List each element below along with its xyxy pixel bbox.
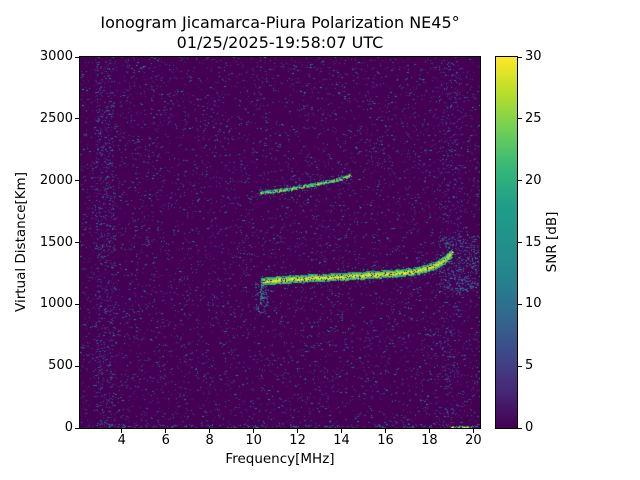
y-tick-label: 0	[64, 420, 73, 435]
y-tick-mark	[75, 242, 79, 243]
y-tick-mark	[75, 303, 79, 305]
colorbar-tick-label: 30	[525, 49, 542, 64]
x-tick-mark	[253, 429, 255, 433]
colorbar-tick-mark	[518, 365, 522, 367]
x-tick-mark	[297, 429, 299, 433]
colorbar-tick-label: 0	[525, 420, 534, 435]
colorbar-label: SNR [dB]	[544, 211, 560, 273]
x-tick-mark	[472, 429, 474, 433]
x-tick-mark	[209, 429, 211, 433]
x-tick-label: 10	[245, 433, 262, 448]
y-tick-mark	[75, 427, 79, 429]
x-tick-label: 4	[117, 433, 126, 448]
y-tick-label: 1500	[39, 234, 73, 250]
y-tick-label: 2500	[39, 110, 73, 126]
colorbar-gradient	[496, 57, 517, 428]
colorbar-tick-mark	[518, 427, 522, 429]
x-tick-label: 16	[377, 433, 394, 448]
y-tick-mark	[75, 56, 79, 58]
chart-title: Ionogram Jicamarca-Piura Polarization NE…	[100, 13, 460, 32]
x-tick-mark	[428, 429, 430, 433]
colorbar-tick-label: 10	[525, 296, 542, 312]
x-tick-mark	[121, 429, 123, 433]
colorbar-tick-mark	[518, 303, 522, 305]
ionogram-heatmap	[80, 57, 480, 428]
x-axis-label: Frequency[MHz]	[225, 451, 335, 467]
x-tick-mark	[165, 429, 167, 433]
y-tick-mark	[75, 180, 79, 182]
y-tick-label: 3000	[39, 49, 73, 64]
colorbar-tick-mark	[518, 118, 522, 120]
chart-subtitle: 01/25/2025-19:58:07 UTC	[176, 33, 384, 52]
y-tick-label: 1000	[39, 296, 73, 312]
x-tick-label: 6	[161, 433, 170, 448]
y-tick-label: 2000	[39, 172, 73, 188]
colorbar	[495, 56, 518, 429]
colorbar-tick-mark	[518, 56, 522, 58]
x-tick-label: 8	[205, 433, 214, 448]
x-tick-label: 12	[289, 433, 306, 448]
x-tick-label: 14	[333, 433, 350, 448]
plot-area	[79, 56, 481, 429]
y-tick-mark	[75, 365, 79, 367]
y-tick-mark	[75, 118, 79, 120]
x-tick-mark	[341, 429, 343, 433]
y-tick-label: 500	[48, 358, 73, 374]
x-tick-mark	[384, 429, 386, 433]
colorbar-tick-mark	[518, 242, 522, 243]
colorbar-tick-mark	[518, 180, 522, 182]
x-tick-label: 20	[465, 433, 482, 448]
x-tick-label: 18	[421, 433, 438, 448]
colorbar-tick-label: 5	[525, 358, 534, 374]
colorbar-tick-label: 15	[525, 234, 542, 250]
colorbar-tick-label: 25	[525, 110, 542, 126]
colorbar-tick-label: 20	[525, 172, 542, 188]
